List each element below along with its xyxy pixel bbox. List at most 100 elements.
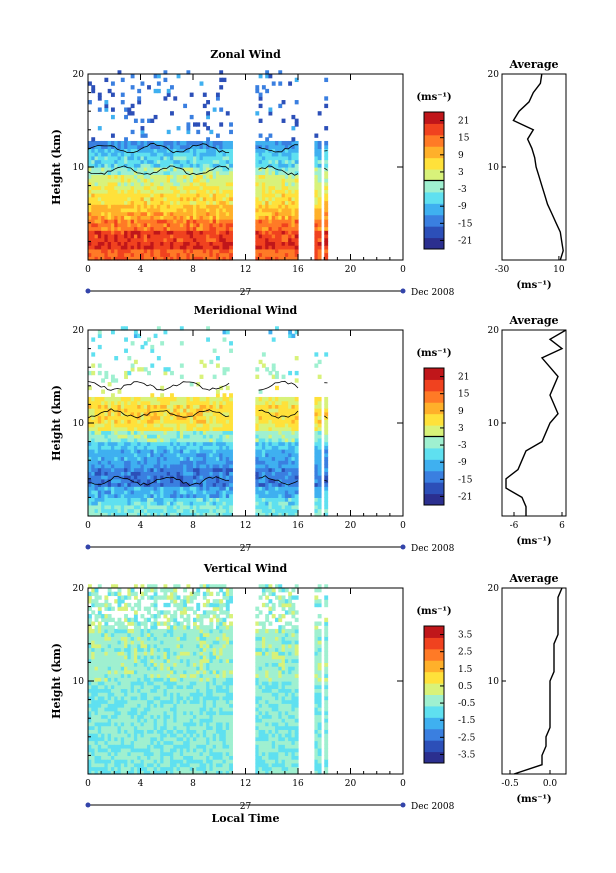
heatmap-cell — [193, 181, 197, 187]
heatmap-cell — [107, 445, 112, 450]
heatmap-cell — [137, 222, 142, 228]
heatmap-cell — [229, 504, 233, 510]
heatmap-cell — [219, 423, 224, 428]
heatmap-cell — [183, 185, 188, 190]
heatmap-cell — [107, 669, 112, 675]
heatmap-cell — [176, 441, 181, 446]
heatmap-cell — [173, 404, 178, 409]
heatmap-cell — [268, 508, 273, 513]
heatmap-cell — [281, 170, 286, 176]
heatmap-cell — [120, 396, 125, 402]
heatmap-cell — [88, 699, 92, 704]
heatmap-cell — [209, 170, 214, 176]
heatmap-cell — [314, 482, 319, 487]
y-tick-label: 10 — [73, 419, 85, 429]
heatmap-cell — [91, 85, 96, 90]
x-tick-label: 0 — [400, 265, 406, 275]
heatmap-cell — [130, 159, 135, 164]
heatmap-cell — [114, 471, 119, 476]
heatmap-cell — [222, 140, 227, 146]
heatmap-cell — [271, 408, 276, 413]
heatmap-cell — [120, 643, 125, 649]
heatmap-cell — [130, 367, 135, 372]
heatmap-cell — [156, 222, 161, 228]
heatmap-cell — [275, 159, 279, 164]
heatmap-cell — [120, 658, 125, 663]
heatmap-cell — [206, 437, 211, 443]
heatmap-cell — [91, 211, 96, 216]
heatmap-cell — [324, 152, 329, 157]
heatmap-cell — [104, 747, 109, 753]
heatmap-cell — [91, 497, 96, 502]
heatmap-cell — [104, 602, 109, 608]
heatmap-cell — [265, 508, 270, 513]
heatmap-cell — [193, 508, 197, 513]
heatmap-cell — [101, 710, 106, 716]
heatmap-cell — [137, 140, 142, 146]
heatmap-cell — [130, 441, 135, 446]
heatmap-cell — [91, 647, 96, 652]
heatmap-cell — [314, 478, 319, 484]
heatmap-cell — [114, 725, 119, 730]
heatmap-cell — [261, 352, 266, 357]
heatmap-cell — [281, 475, 286, 480]
heatmap-cell — [153, 504, 158, 510]
heatmap-cell — [189, 148, 194, 153]
heatmap-cell — [215, 96, 220, 101]
heatmap-cell — [133, 493, 138, 498]
heatmap-cell — [107, 707, 112, 712]
heatmap-cell — [281, 493, 286, 498]
heatmap-cell — [160, 489, 165, 495]
heatmap-cell — [147, 493, 151, 498]
heatmap-cell — [271, 163, 276, 168]
heatmap-cell — [268, 445, 273, 450]
heatmap-cell — [265, 482, 270, 487]
heatmap-cell — [140, 400, 145, 405]
heatmap-cell — [97, 740, 102, 745]
heatmap-cell — [133, 140, 138, 146]
colorbar-tick-label: 3 — [458, 424, 464, 434]
heatmap-cell — [91, 640, 96, 645]
heatmap-cell — [199, 174, 204, 179]
heatmap-cell — [140, 415, 145, 420]
heatmap-cell — [114, 497, 119, 502]
heatmap-cell — [150, 256, 155, 261]
heatmap-cell — [275, 174, 279, 179]
heatmap-cell — [140, 126, 145, 131]
heatmap-cell — [140, 452, 145, 458]
heatmap-cell — [215, 181, 220, 187]
profile-x-tick-label: -6 — [510, 521, 519, 531]
heatmap-cell — [196, 504, 201, 510]
heatmap-cell — [281, 118, 286, 123]
heatmap-cell — [91, 159, 96, 164]
heatmap-cell — [258, 140, 263, 146]
heatmap-cell — [206, 189, 211, 194]
heatmap-cell — [110, 666, 115, 671]
heatmap-cell — [104, 103, 109, 109]
heatmap-cell — [124, 654, 128, 660]
heatmap-cell — [179, 489, 184, 495]
heatmap-cell — [147, 200, 151, 205]
heatmap-cell — [170, 411, 174, 417]
heatmap-cell — [183, 482, 188, 487]
heatmap-cell — [133, 155, 138, 161]
heatmap-cell — [94, 501, 99, 506]
heatmap-cell — [137, 230, 142, 235]
heatmap-cell — [110, 226, 115, 231]
heatmap-cell — [133, 226, 138, 231]
heatmap-cell — [183, 193, 188, 198]
heatmap-cell — [212, 452, 217, 458]
heatmap-cell — [120, 486, 125, 491]
heatmap-cell — [209, 408, 214, 413]
heatmap-cell — [143, 196, 148, 202]
heatmap-cell — [255, 245, 260, 250]
heatmap-cell — [275, 441, 279, 446]
heatmap-cell — [143, 367, 148, 372]
heatmap-cell — [133, 178, 138, 183]
heatmap-cell — [271, 512, 276, 517]
heatmap-cell — [291, 508, 296, 513]
heatmap-cell — [186, 207, 191, 213]
heatmap-cell — [156, 482, 161, 487]
heatmap-cell — [291, 423, 296, 428]
heatmap-cell — [114, 215, 119, 220]
